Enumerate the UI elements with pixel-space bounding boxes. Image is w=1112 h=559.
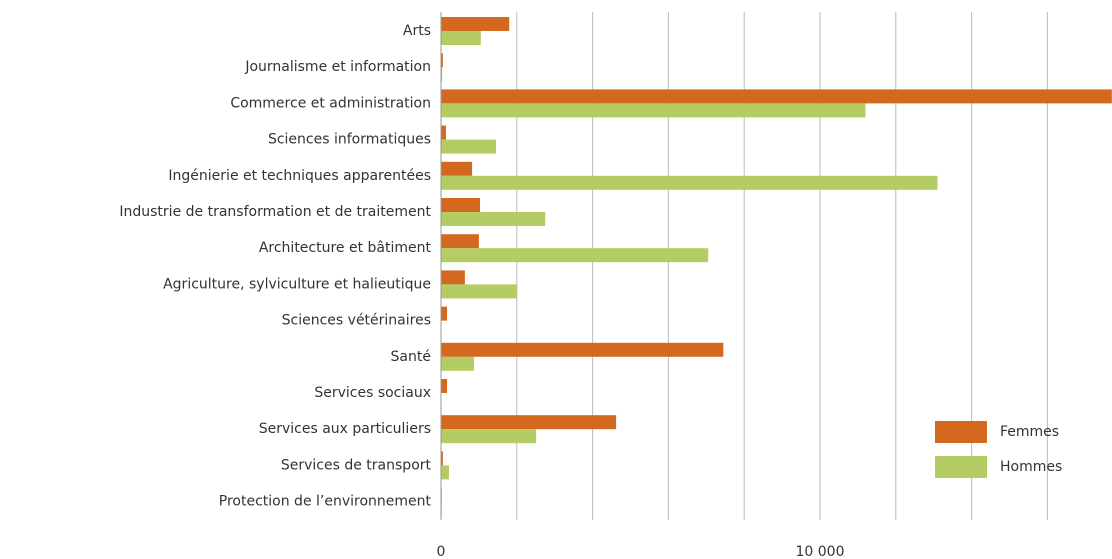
y-tick-label: Sciences vétérinaires <box>282 313 431 329</box>
bar <box>441 270 465 285</box>
bar <box>441 125 446 140</box>
bar <box>441 161 473 176</box>
legend-swatch <box>935 421 987 443</box>
bar <box>441 248 709 263</box>
bar <box>441 53 443 68</box>
y-tick-label: Arts <box>403 23 431 39</box>
bar <box>441 429 537 444</box>
y-tick-label: Agriculture, sylviculture et halieutique <box>163 276 431 292</box>
bar <box>441 31 481 45</box>
bar <box>441 465 449 480</box>
bar <box>441 379 448 393</box>
bar <box>441 67 443 82</box>
y-tick-label: Santé <box>391 349 431 365</box>
bar <box>441 451 443 466</box>
x-tick-label: 0 <box>437 544 446 559</box>
x-tick-label: 10 000 <box>796 544 845 559</box>
y-tick-label: Commerce et administration <box>230 95 431 111</box>
bar <box>441 306 448 321</box>
y-tick-label: Industrie de transformation et de traite… <box>119 204 431 220</box>
bar <box>441 103 866 118</box>
y-tick-label: Ingénierie et techniques apparentées <box>168 168 431 184</box>
y-tick-label: Sciences informatiques <box>268 132 431 148</box>
bar <box>441 175 938 190</box>
bar <box>441 89 1112 104</box>
y-tick-label: Protection de l’environnement <box>219 494 432 510</box>
bar <box>441 284 517 299</box>
y-tick-label: Journalisme et information <box>244 59 431 75</box>
bar <box>441 212 546 226</box>
bar <box>441 415 617 430</box>
y-tick-label: Architecture et bâtiment <box>259 240 432 256</box>
bar <box>441 356 474 371</box>
bar <box>441 17 510 31</box>
bar <box>441 198 481 212</box>
bar <box>441 342 724 357</box>
legend-label: Femmes <box>1000 424 1059 440</box>
legend-label: Hommes <box>1000 459 1062 475</box>
bar <box>441 139 496 154</box>
y-tick-label: Services aux particuliers <box>259 421 431 437</box>
legend-swatch <box>935 456 987 478</box>
y-tick-label: Services sociaux <box>314 385 431 401</box>
y-tick-label: Services de transport <box>281 457 432 473</box>
bar <box>441 234 479 249</box>
